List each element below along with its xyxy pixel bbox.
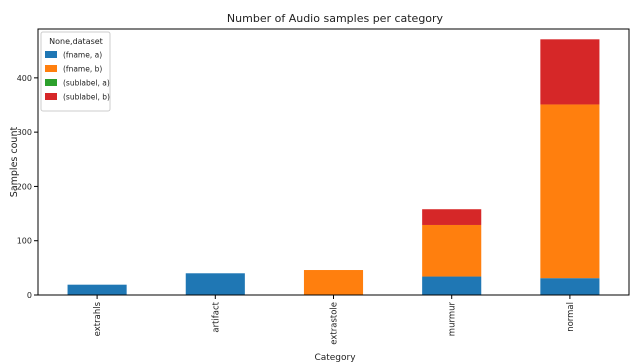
- x-tick-label-normal: normal: [566, 302, 576, 332]
- bar-murmur-series-1: [422, 224, 482, 277]
- x-tick-label-extrastole: extrastole: [330, 302, 340, 345]
- chart-title: Number of Audio samples per category: [227, 12, 444, 25]
- x-tick-label-extrahls: extrahls: [93, 301, 103, 336]
- legend-swatch-3: [45, 93, 57, 100]
- legend-swatch-2: [45, 79, 57, 86]
- y-tick-label: 0: [27, 291, 32, 300]
- legend-box: [40, 31, 111, 112]
- legend-swatch-0: [45, 51, 57, 58]
- bar-murmur-series-0: [422, 276, 482, 295]
- bar-normal-series-3: [540, 39, 600, 105]
- bar-extrahls-series-0: [67, 284, 127, 295]
- y-tick-label: 100: [17, 237, 32, 246]
- y-tick-label: 200: [17, 182, 32, 191]
- legend-label-0: (fname, a): [63, 51, 102, 60]
- legend-label-2: (sublabel, a): [63, 79, 110, 88]
- legend-label-1: (fname, b): [63, 65, 102, 74]
- y-tick-label: 300: [17, 128, 32, 137]
- y-tick-label: 400: [17, 74, 32, 83]
- bars-layer: [67, 39, 600, 295]
- legend-swatch-1: [45, 65, 57, 72]
- bar-artifact-series-0: [185, 273, 245, 295]
- legend: None,dataset (fname, a) (fname, b) (sublab…: [40, 31, 111, 112]
- bar-normal-series-1: [540, 104, 600, 279]
- bar-extrastole-series-1: [303, 270, 364, 295]
- bar-normal-series-0: [540, 278, 600, 295]
- plot-frame: [37, 28, 630, 296]
- y-axis-label: Samples count: [9, 127, 20, 198]
- x-tick-label-artifact: artifact: [211, 301, 221, 332]
- x-axis: extrahls artifact extrastole murmur normal: [93, 295, 576, 345]
- x-axis-label: Category: [314, 353, 356, 362]
- bar-murmur-series-3: [422, 209, 482, 225]
- y-axis: 0 100 200 300 400: [17, 74, 38, 300]
- x-tick-label-murmur: murmur: [448, 302, 458, 337]
- legend-title: None,dataset: [49, 37, 103, 46]
- legend-label-3: (sublabel, b): [63, 93, 110, 102]
